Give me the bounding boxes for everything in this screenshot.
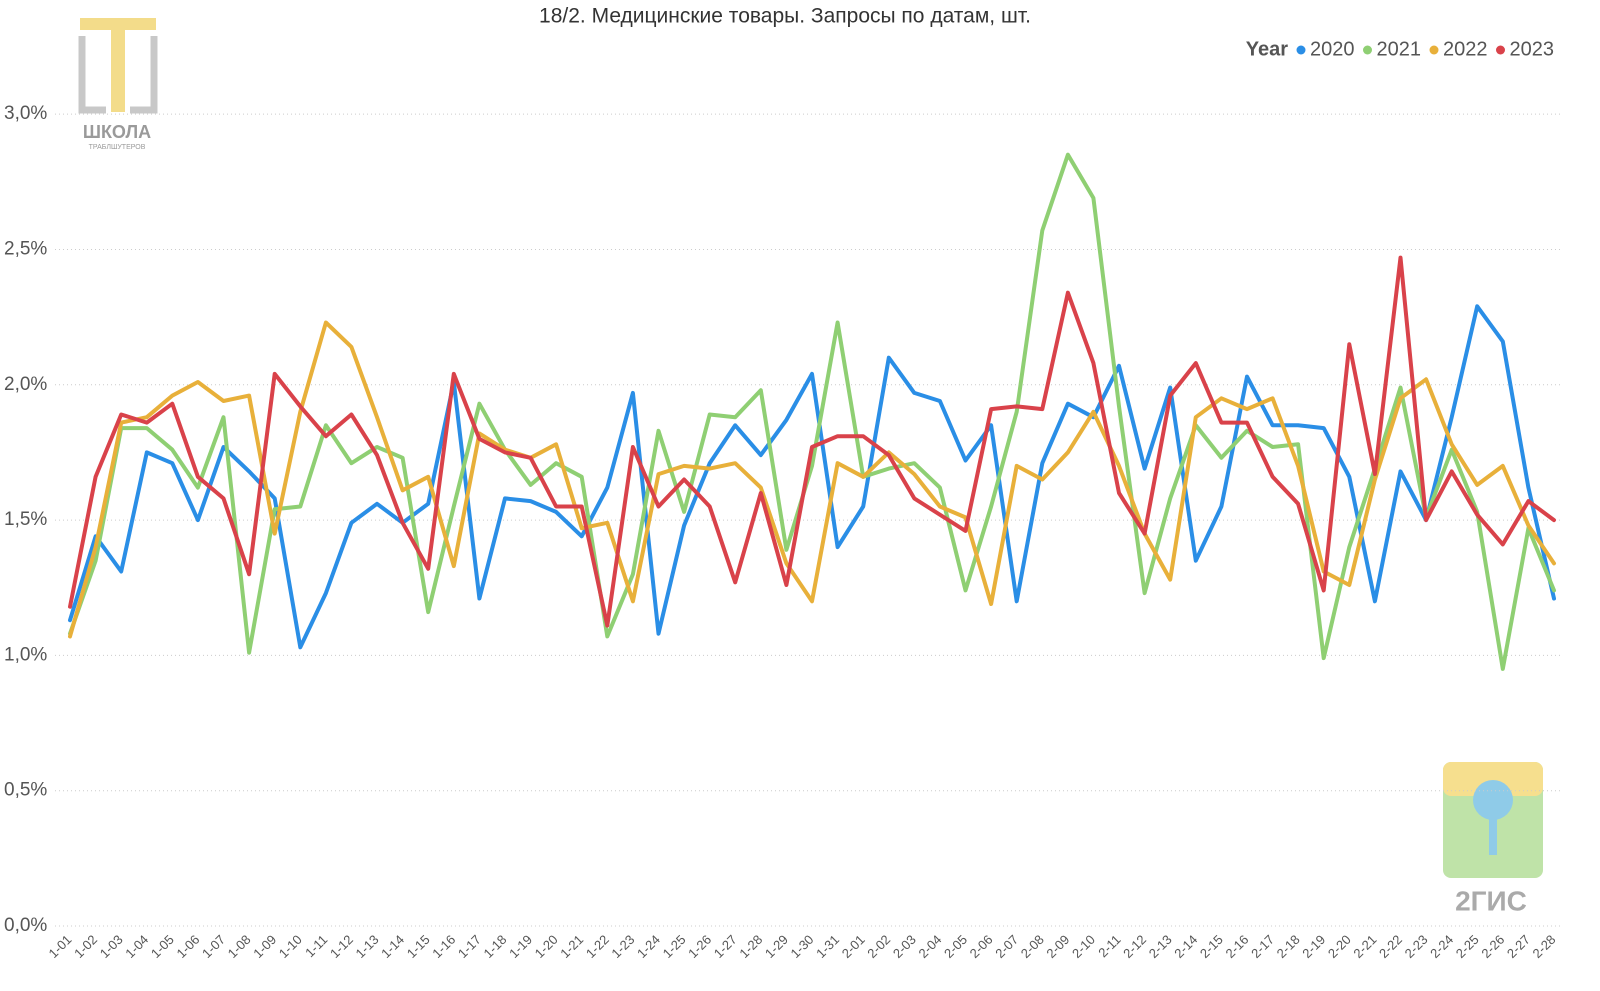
x-tick-label: 2-05 (941, 932, 970, 961)
y-tick-label: 3,0% (4, 103, 47, 124)
x-tick-label: 2-24 (1427, 932, 1456, 961)
x-tick-label: 2-28 (1530, 932, 1559, 961)
x-tick-label: 2-06 (967, 932, 996, 961)
x-tick-label: 2-21 (1350, 932, 1379, 961)
x-tick-label: 2-15 (1197, 932, 1226, 961)
x-tick-label: 1-31 (813, 932, 842, 961)
x-tick-label: 1-02 (71, 932, 100, 961)
x-tick-label: 1-06 (173, 932, 202, 961)
x-tick-label: 1-01 (46, 932, 75, 961)
x-tick-label: 2-13 (1146, 932, 1175, 961)
legend-label: 2023 (1510, 38, 1555, 60)
x-tick-label: 1-11 (302, 932, 330, 960)
logo-shape (1489, 815, 1497, 855)
logo-shape (1473, 780, 1513, 820)
x-tick-label: 1-23 (608, 932, 637, 961)
x-tick-label: 1-09 (250, 932, 279, 961)
x-tick-label: 1-13 (353, 932, 382, 961)
brand-logo: 2ГИС (1443, 762, 1543, 916)
x-tick-label: 2-23 (1402, 932, 1431, 961)
y-tick-label: 2,5% (4, 238, 47, 259)
x-tick-label: 2-18 (1274, 932, 1303, 961)
x-tick-label: 2-07 (992, 932, 1021, 961)
series-line (68, 255, 1556, 628)
series-line (68, 320, 1556, 639)
x-tick-label: 2-19 (1299, 932, 1328, 961)
x-tick-label: 2-10 (1069, 932, 1098, 961)
x-tick-label: 1-21 (557, 932, 586, 961)
logo-text: ШКОЛА (83, 122, 151, 142)
x-tick-label: 2-11 (1095, 932, 1123, 960)
legend-marker (1496, 45, 1505, 55)
series-line (68, 152, 1556, 671)
x-tick-label: 2-20 (1325, 932, 1354, 961)
x-tick-label: 1-10 (276, 932, 305, 961)
x-tick-label: 2-04 (915, 932, 944, 961)
legend-label: 2020 (1310, 38, 1355, 60)
x-tick-label: 2-17 (1248, 932, 1277, 961)
logo-shape (1443, 762, 1543, 796)
x-tick-label: 2-09 (1043, 932, 1072, 961)
x-tick-label: 1-29 (762, 932, 791, 961)
x-tick-label: 1-17 (455, 932, 484, 961)
x-tick-label: 2-03 (890, 932, 919, 961)
x-tick-label: 1-20 (532, 932, 561, 961)
y-tick-label: 1,0% (4, 644, 47, 665)
logo-shape (78, 36, 158, 114)
x-tick-label: 1-26 (685, 932, 714, 961)
x-tick-label: 1-07 (199, 932, 228, 961)
legend-label: 2022 (1443, 38, 1488, 60)
x-tick-label: 2-12 (1120, 932, 1149, 961)
x-tick-label: 2-25 (1453, 932, 1482, 961)
x-tick-label: 2-01 (839, 932, 868, 961)
x-tick-label: 1-08 (225, 932, 254, 961)
x-tick-label: 1-14 (378, 932, 407, 961)
x-tick-label: 2-08 (1018, 932, 1047, 961)
legend-title: Year (1246, 38, 1288, 60)
x-tick-label: 1-19 (506, 932, 535, 961)
y-tick-label: 0,0% (4, 915, 47, 936)
x-tick-label: 1-12 (327, 932, 356, 961)
logo-shape (111, 30, 125, 112)
school-logo: ШКОЛА ТРАБЛШУТЕРОВ (78, 18, 158, 151)
x-tick-label: 1-22 (583, 932, 612, 961)
legend-marker (1363, 45, 1372, 55)
chart-title: 18/2. Медицинские товары. Запросы по дат… (539, 5, 1031, 28)
y-tick-label: 0,5% (4, 780, 47, 801)
x-tick-label: 1-28 (736, 932, 765, 961)
legend-label: 2021 (1377, 38, 1422, 60)
series-line (68, 304, 1556, 650)
x-tick-label: 2-14 (1171, 932, 1200, 961)
x-tick-label: 1-16 (429, 932, 458, 961)
logo-subtext: ТРАБЛШУТЕРОВ (89, 144, 146, 151)
x-tick-label: 1-05 (148, 932, 177, 961)
x-tick-label: 2-02 (864, 932, 893, 961)
y-tick-label: 1,5% (4, 509, 47, 530)
x-tick-label: 2-26 (1478, 932, 1507, 961)
x-tick-label: 1-04 (122, 932, 151, 961)
x-tick-label: 1-27 (711, 932, 740, 961)
y-tick-label: 2,0% (4, 374, 47, 395)
x-tick-label: 2-27 (1504, 932, 1533, 961)
logo-text: 2ГИС (1455, 885, 1527, 916)
logo-shape (80, 18, 156, 30)
x-tick-label: 1-30 (788, 932, 817, 961)
x-tick-label: 1-03 (97, 932, 126, 961)
x-tick-label: 1-25 (660, 932, 689, 961)
x-tick-label: 1-18 (481, 932, 510, 961)
x-tick-label: 2-16 (1223, 932, 1252, 961)
x-tick-label: 2-22 (1376, 932, 1405, 961)
legend: Year 2020 2021 2022 2023 (1246, 38, 1554, 60)
x-tick-label: 1-24 (634, 932, 663, 961)
x-tick-label: 1-15 (404, 932, 433, 961)
legend-marker (1429, 45, 1439, 55)
legend-marker (1296, 45, 1306, 55)
